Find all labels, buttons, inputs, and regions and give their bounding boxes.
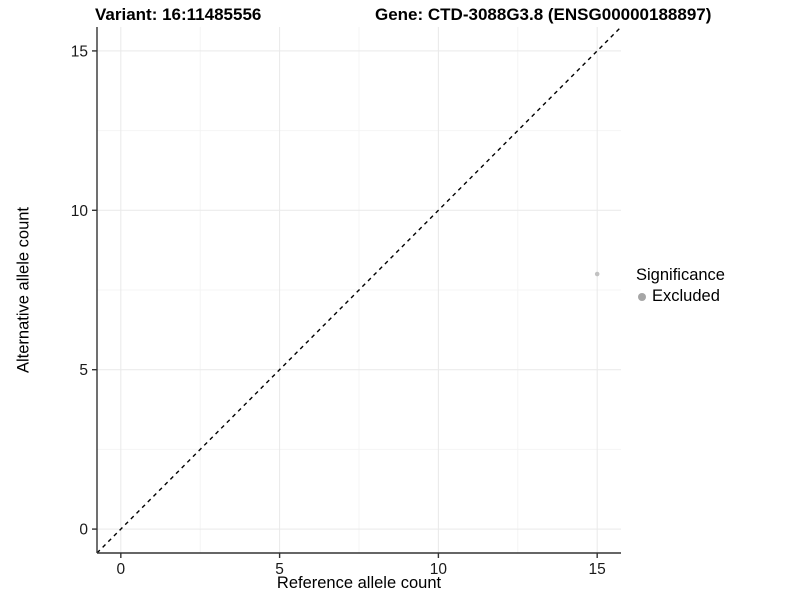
legend-item-label: Excluded — [652, 287, 720, 305]
x-tick-label: 0 — [117, 561, 126, 578]
legend-items: Excluded — [636, 287, 725, 306]
identity-reference-line — [96, 26, 622, 554]
legend-title: Significance — [636, 266, 725, 284]
legend-key-dot — [638, 292, 646, 301]
y-tick-label: 10 — [71, 203, 89, 220]
x-tick-label: 5 — [275, 561, 284, 578]
y-axis-title: Alternative allele count — [14, 206, 33, 374]
variant-title: Variant: 16:11485556 — [95, 5, 262, 24]
data-point — [594, 271, 600, 277]
x-tick-label: 10 — [430, 561, 448, 578]
x-tick-label: 15 — [589, 561, 606, 578]
gene-title: Gene: CTD-3088G3.8 (ENSG00000188897) — [375, 5, 712, 24]
y-tick-label: 15 — [71, 43, 88, 60]
legend-item: Excluded — [636, 287, 725, 306]
legend: Significance Excluded — [636, 266, 725, 306]
x-axis-title: Reference allele count — [276, 574, 442, 592]
y-tick-label: 5 — [79, 362, 88, 379]
y-tick-label: 0 — [79, 522, 88, 539]
